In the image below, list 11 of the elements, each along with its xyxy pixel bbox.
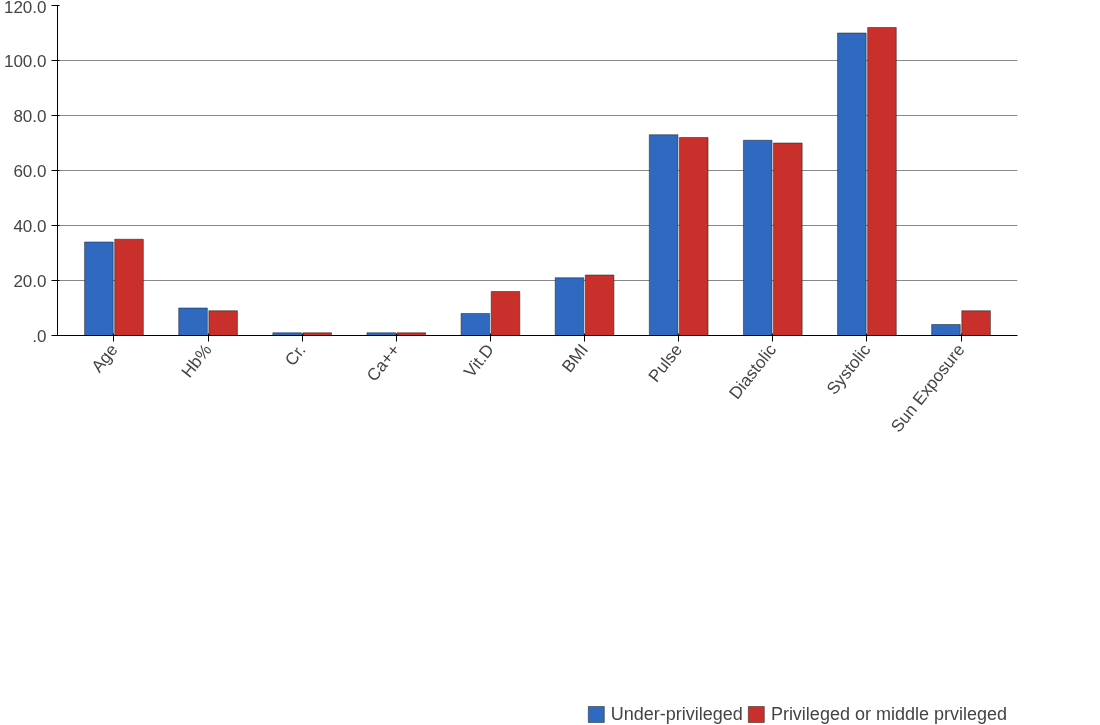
- x-tick-label: Cr.: [281, 340, 310, 370]
- y-tick-label: 100.0: [3, 51, 47, 71]
- legend-label: Privileged or middle prvileged: [770, 703, 1007, 725]
- y-tick-label: .0: [32, 326, 47, 346]
- x-tick-label: Age: [87, 340, 122, 377]
- y-tick-label: 40.0: [13, 216, 47, 236]
- y-tick-label: 60.0: [13, 161, 47, 181]
- y-tick-label: 120.0: [3, 0, 47, 17]
- legend-label: Under-privileged: [610, 703, 743, 725]
- y-tick-label: 80.0: [13, 106, 47, 126]
- y-tick-label: 20.0: [13, 271, 47, 291]
